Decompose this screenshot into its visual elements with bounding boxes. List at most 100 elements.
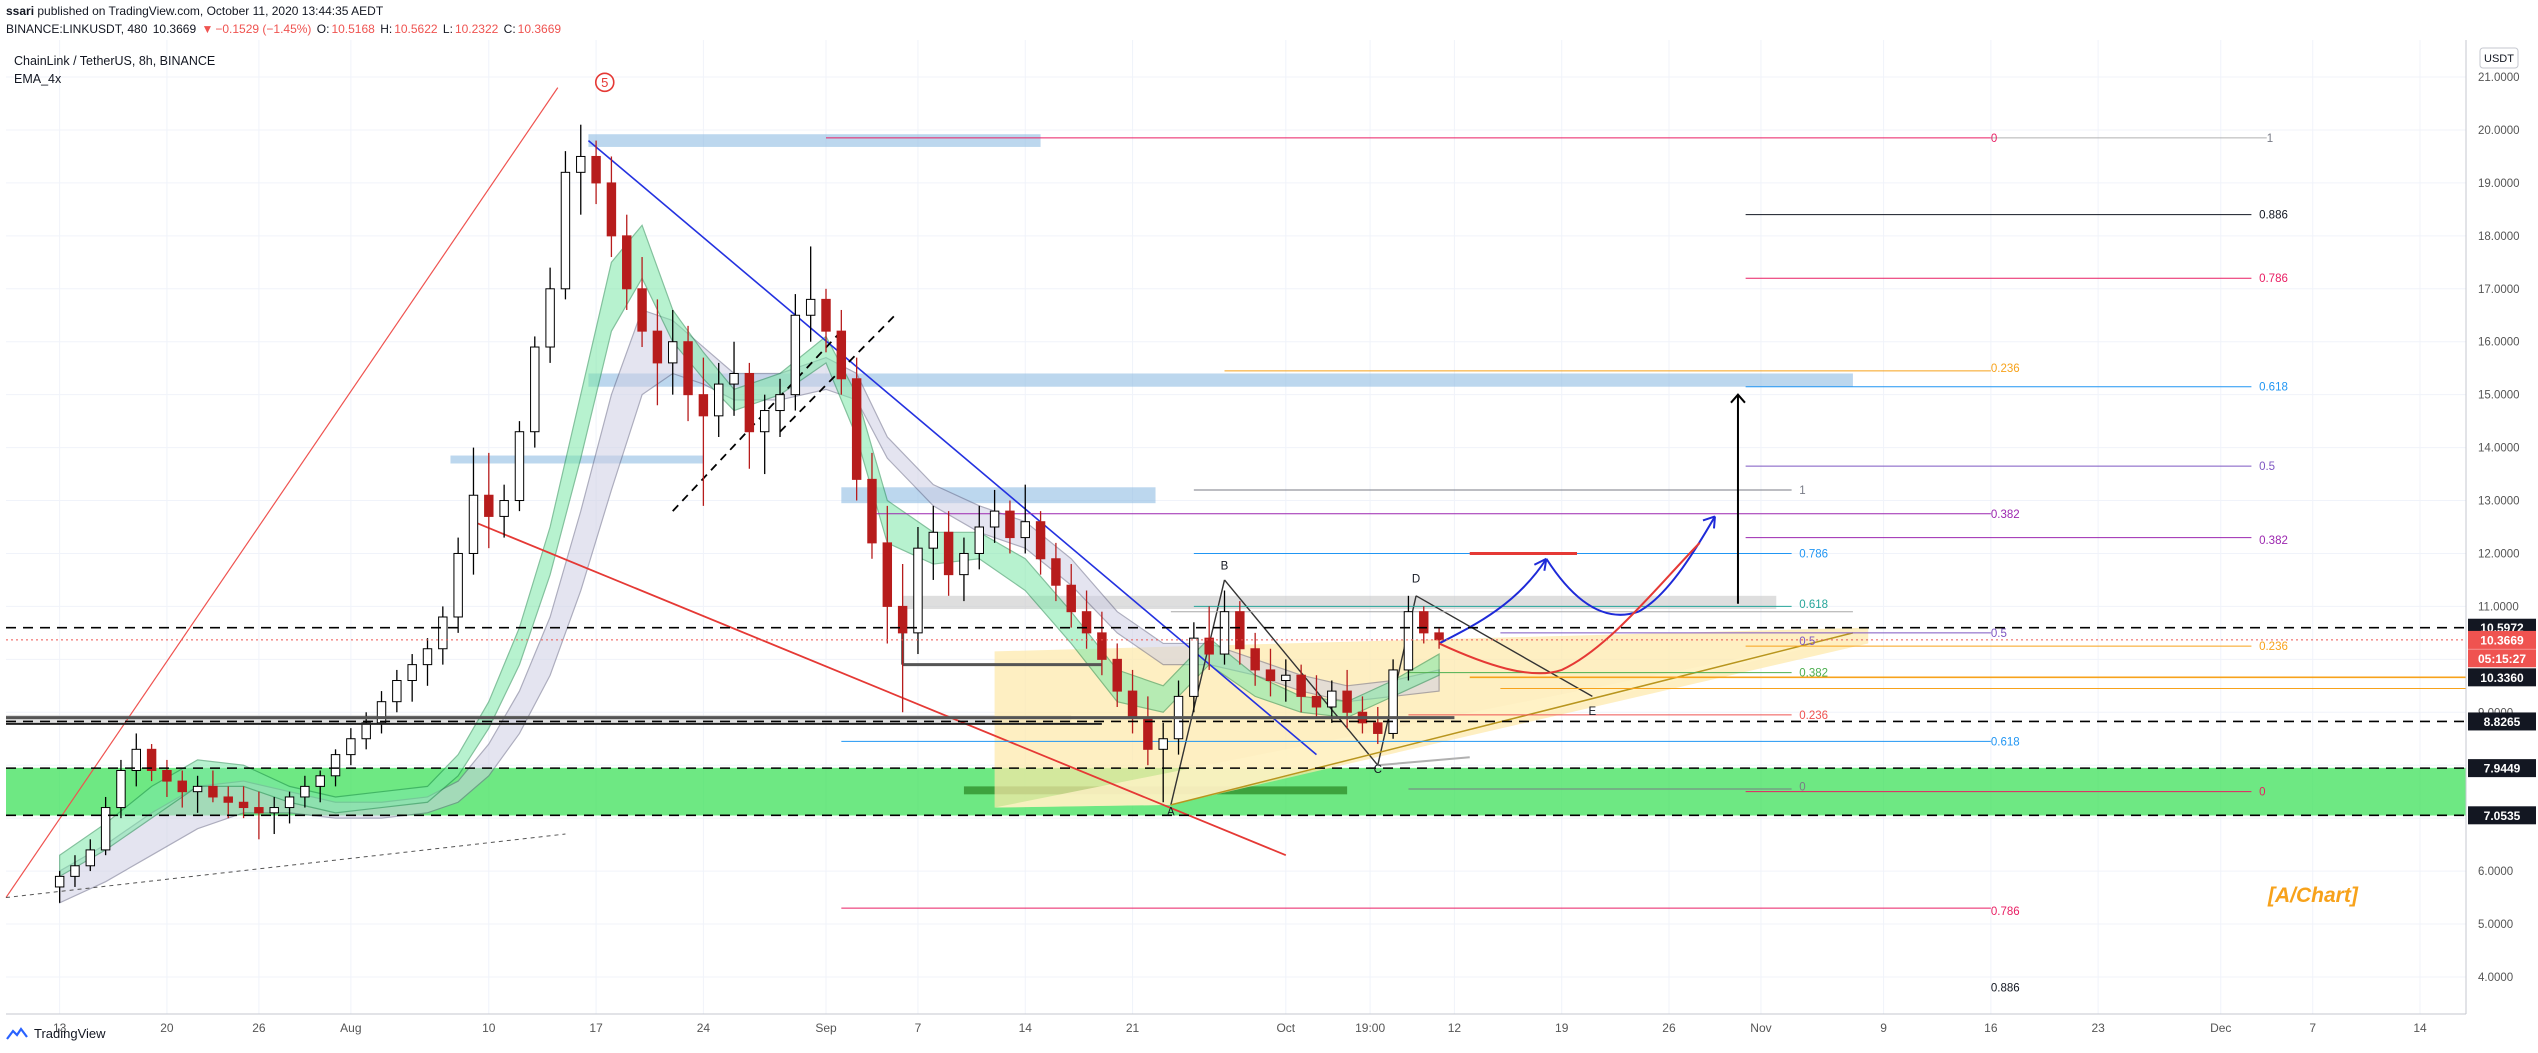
candle-body: [943, 531, 954, 576]
price-tick-label: 16.0000: [2478, 337, 2520, 349]
candle-body: [499, 500, 509, 517]
candle-body: [315, 775, 325, 787]
chart-legend: ChainLink / TetherUS, 8h, BINANCE EMA_4x: [14, 52, 215, 88]
wave-label-circle: [594, 72, 615, 93]
fib-labels: 0 1 0.886 0.786 0.236 0.618 0.5 1 0.382 0.382 0.78…: [1799, 133, 2288, 995]
candle-body: [453, 552, 463, 618]
pattern-point-label: A: [1167, 806, 1175, 818]
price-badge: [2468, 759, 2536, 778]
time-tick-label: Aug: [340, 1021, 361, 1035]
publisher-name[interactable]: ssari: [6, 4, 35, 18]
time-tick-label: 7: [915, 1021, 922, 1035]
candle-body: [622, 235, 632, 290]
candle-body: [361, 722, 371, 740]
fib-label: 0.786: [2259, 273, 2288, 285]
candle-body: [759, 410, 770, 433]
candle-body: [545, 288, 555, 348]
candle-body: [162, 770, 172, 782]
zone-gray: [902, 595, 1777, 610]
pattern-point-label: C: [1374, 764, 1382, 776]
candle-body: [1051, 558, 1061, 586]
candle-body: [1235, 611, 1245, 650]
price-tick-label: 19.0000: [2478, 178, 2520, 190]
candle-body: [530, 346, 540, 433]
low-label: L:: [442, 22, 453, 36]
candle-body: [407, 664, 417, 682]
tradingview-logo-icon: [6, 1026, 28, 1040]
candle-body: [1204, 637, 1214, 655]
published-text: published on TradingView.com, October 11…: [37, 4, 384, 18]
pattern-point-label: D: [1412, 574, 1420, 586]
candle-body: [85, 849, 96, 867]
price-badge: [2468, 712, 2536, 731]
time-tick-label: 16: [1984, 1021, 1998, 1035]
price-badge-label: 7.0535: [2484, 809, 2521, 823]
fib-label: 0.886: [1991, 983, 2020, 995]
price-tick-label: 18.0000: [2478, 231, 2520, 243]
time-tick-label: 13: [53, 1021, 67, 1035]
symbol-label: BINANCE:LINKUSDT, 480: [6, 22, 148, 36]
candle-body: [1419, 611, 1429, 634]
candle-body: [652, 330, 663, 364]
time-tick-label: 19: [1555, 1021, 1569, 1035]
legend-title[interactable]: ChainLink / TetherUS, 8h, BINANCE: [14, 54, 216, 68]
candle-body: [698, 394, 709, 417]
price-badge: [2468, 806, 2536, 825]
time-tick-label: 26: [252, 1021, 266, 1035]
horizontal-levels: [6, 626, 2466, 817]
candle-body: [54, 875, 65, 888]
candle-body: [208, 785, 218, 798]
candle-body: [1127, 690, 1138, 719]
candle-body: [1327, 690, 1337, 708]
fib-label: 0.236: [2259, 641, 2288, 653]
candle-body: [116, 770, 126, 809]
candles: [54, 124, 1444, 903]
candle-body: [1434, 632, 1444, 641]
fib-label: 0: [1991, 133, 1997, 145]
candle-body: [1403, 611, 1414, 671]
price-tick-label: 13.0000: [2478, 496, 2520, 508]
price-badge-label: 8.8265: [2484, 715, 2521, 729]
fib-label: 0.382: [1799, 668, 1828, 680]
legend-indicator[interactable]: EMA_4x: [14, 72, 62, 86]
candle-body: [744, 372, 755, 433]
triangle-support-line: [1170, 632, 1854, 806]
candle-body: [1097, 632, 1107, 660]
candle-body: [775, 394, 785, 412]
candle-body: [223, 796, 233, 803]
time-tick-label: 19:00: [1355, 1021, 1385, 1035]
footer-brand[interactable]: TradingView: [6, 1026, 106, 1041]
time-tick-label: 20: [160, 1021, 174, 1035]
candle-body: [284, 796, 295, 809]
chart-drawings: [5, 87, 2466, 909]
projection-arrowhead-blue-1: [1533, 557, 1548, 571]
fib-label: 0: [1799, 781, 1805, 793]
candle-body: [376, 701, 387, 724]
candle-body: [192, 785, 203, 793]
candle-body: [560, 171, 571, 290]
candle-body: [438, 616, 448, 650]
candle-body: [1081, 611, 1092, 634]
time-tick-label: 26: [1662, 1021, 1676, 1035]
fib-label: 0.618: [2259, 382, 2288, 394]
change-arrow-icon: ▼: [201, 22, 214, 36]
price-tick-label: 15.0000: [2478, 390, 2520, 402]
wave-trendline-red: [5, 87, 559, 898]
open-value: 10.5168: [331, 22, 375, 36]
price-badge-label: 10.3669: [2480, 633, 2524, 647]
candle-body: [637, 288, 647, 332]
fib-label: 1: [2267, 133, 2273, 145]
fib-label: 0: [2259, 787, 2265, 799]
candle-body: [1189, 637, 1199, 697]
candle-body: [70, 865, 80, 877]
time-tick-label: 9: [1880, 1021, 1887, 1035]
fib-label: 0.236: [1991, 363, 2020, 375]
fib-label: 0.786: [1991, 906, 2020, 918]
time-tick-label: 17: [589, 1021, 603, 1035]
support-dashed-line: [5, 833, 566, 899]
chart-grid: [6, 40, 2466, 1014]
high-value: 10.5622: [394, 22, 438, 36]
measured-move-arrowhead: [1730, 393, 1746, 404]
price-tick-label: 6.0000: [2478, 866, 2513, 878]
